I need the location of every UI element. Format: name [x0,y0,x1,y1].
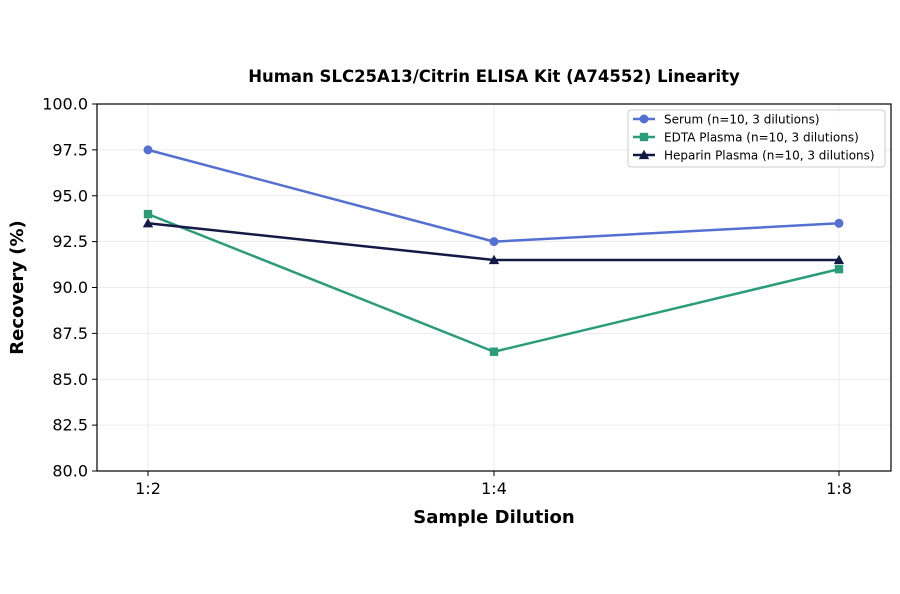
data-point-heparin [488,254,500,265]
series-lines [147,148,840,353]
x-tick-label: 1:4 [481,479,507,498]
y-axis: 80.0 82.5 85.0 87.5 90.0 92.5 95.0 97.5 100.0 [42,95,97,481]
legend-label-edta: EDTA Plasma (n=10, 3 dilutions) [664,131,859,145]
x-axis: 1:2 1:4 1:8 [135,471,852,498]
legend-box [627,109,886,168]
y-tick-label: 100.0 [42,95,88,114]
x-tick-label: 1:8 [826,479,852,498]
chart-title: Human SLC25A13/Citrin ELISA Kit (A74552)… [248,67,740,86]
data-point-serum [143,145,153,155]
y-tick-label: 95.0 [52,186,88,205]
series-markers [142,145,845,356]
data-point-heparin [142,218,154,228]
data-point-serum [834,218,844,228]
data-point-edta [143,209,153,219]
data-point-edta [834,264,844,274]
y-tick-label: 85.0 [52,370,88,389]
legend-marker-heparin [638,149,650,160]
legend-marker-edta [639,132,649,142]
y-tick-label: 87.5 [52,324,88,343]
legend-label-heparin: Heparin Plasma (n=10, 3 dilutions) [664,149,875,163]
x-axis-title: Sample Dilution [413,507,574,528]
data-point-edta [489,347,499,356]
y-tick-label: 92.5 [52,232,88,251]
data-point-heparin [833,254,845,265]
data-point-serum [489,237,499,247]
legend-label-serum: Serum (n=10, 3 dilutions) [664,113,820,127]
x-tick-label: 1:2 [135,479,161,498]
legend: Serum (n=10, 3 dilutions) EDTA Plasma (n=… [627,109,886,168]
y-tick-label: 80.0 [52,462,88,481]
legend-marker-serum [639,114,649,124]
y-tick-label: 90.0 [52,278,88,297]
y-tick-label: 82.5 [52,416,88,435]
y-axis-title: Recovery (%) [7,220,28,354]
y-tick-label: 97.5 [52,140,88,159]
